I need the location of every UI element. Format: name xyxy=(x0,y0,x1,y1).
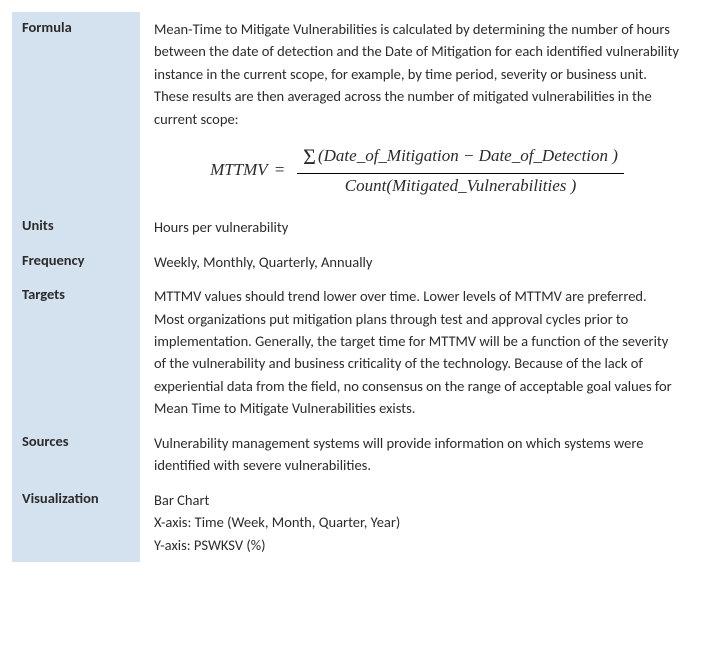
eq-denominator: Count(Mitigated_Vulnerabilities ) xyxy=(297,174,624,196)
value-visualization: Bar Chart X-axis: Time (Week, Month, Qua… xyxy=(140,483,690,562)
eq-eq: = xyxy=(274,160,285,180)
label-visualization: Visualization xyxy=(12,483,140,562)
value-sources: Vulnerability management systems will pr… xyxy=(140,426,690,483)
label-units: Units xyxy=(12,210,140,244)
label-targets: Targets xyxy=(12,279,140,426)
eq-fraction: Σ(Date_of_Mitigation − Date_of_Detection… xyxy=(297,144,624,196)
row-sources: Sources Vulnerability management systems… xyxy=(12,426,690,483)
value-frequency: Weekly, Monthly, Quarterly, Annually xyxy=(140,245,690,279)
label-formula: Formula xyxy=(12,12,140,210)
label-frequency: Frequency xyxy=(12,245,140,279)
value-units: Hours per vulnerability xyxy=(140,210,690,244)
row-formula: Formula Mean-Time to Mitigate Vulnerabil… xyxy=(12,12,690,210)
row-visualization: Visualization Bar Chart X-axis: Time (We… xyxy=(12,483,690,562)
value-targets: MTTMV values should trend lower over tim… xyxy=(140,279,690,426)
row-targets: Targets MTTMV values should trend lower … xyxy=(12,279,690,426)
row-frequency: Frequency Weekly, Monthly, Quarterly, An… xyxy=(12,245,690,279)
viz-yaxis: Y-axis: PSWKSV (%) xyxy=(154,534,680,556)
label-sources: Sources xyxy=(12,426,140,483)
sigma-icon: Σ xyxy=(303,144,316,169)
row-units: Units Hours per vulnerability xyxy=(12,210,690,244)
eq-numerator: (Date_of_Mitigation − Date_of_Detection … xyxy=(318,146,618,165)
eq-lhs: MTTMV xyxy=(210,160,268,180)
viz-xaxis: X-axis: Time (Week, Month, Quarter, Year… xyxy=(154,511,680,533)
formula-equation: MTTMV = Σ(Date_of_Mitigation − Date_of_D… xyxy=(154,144,680,196)
definition-table: Formula Mean-Time to Mitigate Vulnerabil… xyxy=(12,12,690,562)
value-formula: Mean-Time to Mitigate Vulnerabilities is… xyxy=(140,12,690,210)
viz-type: Bar Chart xyxy=(154,489,680,511)
formula-description: Mean-Time to Mitigate Vulnerabilities is… xyxy=(154,20,679,128)
